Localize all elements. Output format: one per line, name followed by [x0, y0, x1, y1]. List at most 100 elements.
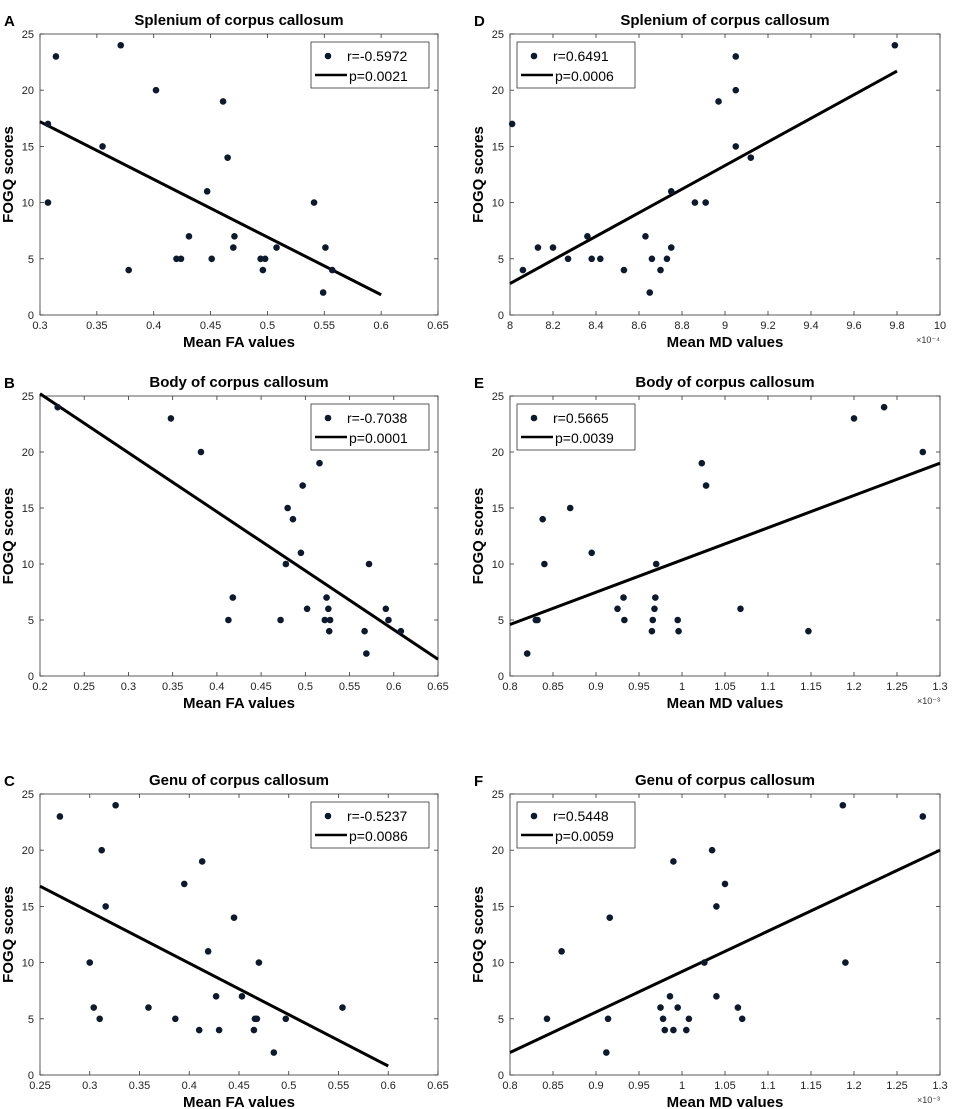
legend-p: p=0.0001 [349, 430, 408, 446]
y-axis-label: FOGQ scores [0, 886, 17, 983]
x-tick-label: 8.8 [674, 320, 689, 332]
data-point [197, 448, 205, 456]
data-point [649, 616, 657, 624]
panel-letter: D [474, 13, 485, 30]
data-point [584, 233, 591, 240]
data-point [534, 244, 542, 251]
data-point [319, 289, 327, 296]
y-tick-label: 20 [492, 85, 504, 97]
data-point [747, 154, 755, 161]
data-point [326, 616, 334, 624]
legend: r=0.5448 p=0.0059 [516, 801, 636, 849]
legend-box [310, 41, 430, 89]
legend-p: p=0.0021 [349, 68, 408, 84]
legend-box [310, 403, 430, 451]
y-tick-label: 5 [28, 615, 34, 627]
x-tick-label: 10 [934, 320, 946, 332]
data-point [230, 244, 237, 251]
x-tick-label: 0.45 [200, 320, 221, 332]
panel-letter: E [474, 375, 484, 392]
data-point [737, 605, 744, 613]
data-point [652, 560, 660, 568]
x-tick-label: 9.6 [846, 320, 861, 332]
y-tick-label: 20 [492, 845, 504, 857]
data-point [713, 993, 720, 1000]
legend: r=-0.5972 p=0.0021 [310, 41, 430, 89]
data-point [708, 846, 716, 854]
panel-c: C Genu of corpus callosum 0.25 0.3 0.35 0.4 0.… [0, 772, 449, 1109]
data-point [152, 86, 160, 94]
data-point [738, 1015, 746, 1023]
legend: r=0.5665 p=0.0039 [516, 403, 636, 451]
data-point [702, 482, 710, 489]
legend-box [516, 403, 636, 451]
y-tick-label: 25 [22, 391, 34, 403]
y-tick-label: 25 [492, 391, 504, 403]
y-tick-label: 25 [492, 789, 504, 801]
x-tick-label: 8.4 [588, 320, 603, 332]
legend-p: p=0.0059 [555, 828, 614, 844]
x-tick-label: 0.5 [260, 320, 275, 332]
data-point [657, 1004, 664, 1011]
y-tick-label: 25 [492, 29, 504, 41]
legend: r=-0.5237 p=0.0086 [310, 801, 430, 849]
data-point [289, 515, 297, 523]
x-axis-exponent: ×10⁻³ [917, 1095, 940, 1105]
data-point [208, 255, 216, 263]
data-point [261, 255, 269, 263]
data-point [180, 880, 188, 888]
data-point [322, 244, 329, 251]
data-point [850, 415, 858, 422]
legend-p: p=0.0006 [555, 68, 614, 84]
data-point [659, 1015, 667, 1023]
data-point [523, 650, 531, 657]
y-tick-label: 20 [22, 845, 34, 857]
data-point [224, 154, 231, 161]
data-point [204, 948, 212, 955]
x-tick-label: 1.15 [800, 1080, 821, 1092]
chart-title: Body of corpus callosum [149, 374, 328, 391]
data-point [273, 244, 280, 251]
data-point [621, 616, 628, 624]
data-point [177, 255, 185, 263]
legend-r: r=0.6491 [553, 48, 609, 64]
chart-title: Genu of corpus callosum [635, 772, 815, 789]
x-axis-label: Mean FA values [183, 334, 295, 351]
panel-f: F Genu of corpus callosum 0.8 0.85 0.9 0.95 1 1… [470, 772, 948, 1109]
data-point [253, 1015, 261, 1023]
x-tick-label: 1.3 [932, 681, 947, 693]
legend-p: p=0.0039 [555, 430, 614, 446]
y-tick-label: 0 [28, 310, 34, 322]
y-tick-label: 10 [22, 198, 34, 210]
x-tick-label: 9 [722, 320, 728, 332]
data-point [102, 903, 109, 910]
data-point [604, 1015, 612, 1023]
data-point [231, 233, 238, 240]
legend-r: r=-0.7038 [347, 410, 408, 426]
data-point [597, 255, 604, 263]
data-point [365, 560, 373, 568]
x-tick-label: 0.95 [628, 681, 649, 693]
legend-marker [324, 414, 332, 422]
x-tick-label: 8.2 [545, 320, 560, 332]
x-tick-label: 0.3 [121, 681, 136, 693]
data-point [534, 616, 541, 624]
y-axis-label: FOGQ scores [0, 488, 17, 585]
data-point [541, 560, 548, 568]
data-point [666, 993, 674, 1000]
x-tick-label: 0.4 [182, 1080, 197, 1092]
legend-r: r=-0.5237 [347, 808, 408, 824]
x-tick-label: 0.35 [162, 681, 183, 693]
y-tick-label: 10 [492, 559, 504, 571]
x-tick-label: 1.1 [760, 681, 775, 693]
panel-d: D Splenium of corpus callosum 8 8.2 8.4 8.6 8.… [470, 12, 946, 351]
y-axis-label: FOGQ scores [0, 126, 17, 223]
regression-line [509, 69, 898, 285]
x-tick-label: 9.2 [760, 320, 775, 332]
y-tick-label: 20 [492, 447, 504, 459]
data-point [732, 86, 740, 94]
data-point [310, 199, 318, 206]
y-axis-label: FOGQ scores [470, 886, 487, 983]
y-tick-label: 20 [22, 447, 34, 459]
